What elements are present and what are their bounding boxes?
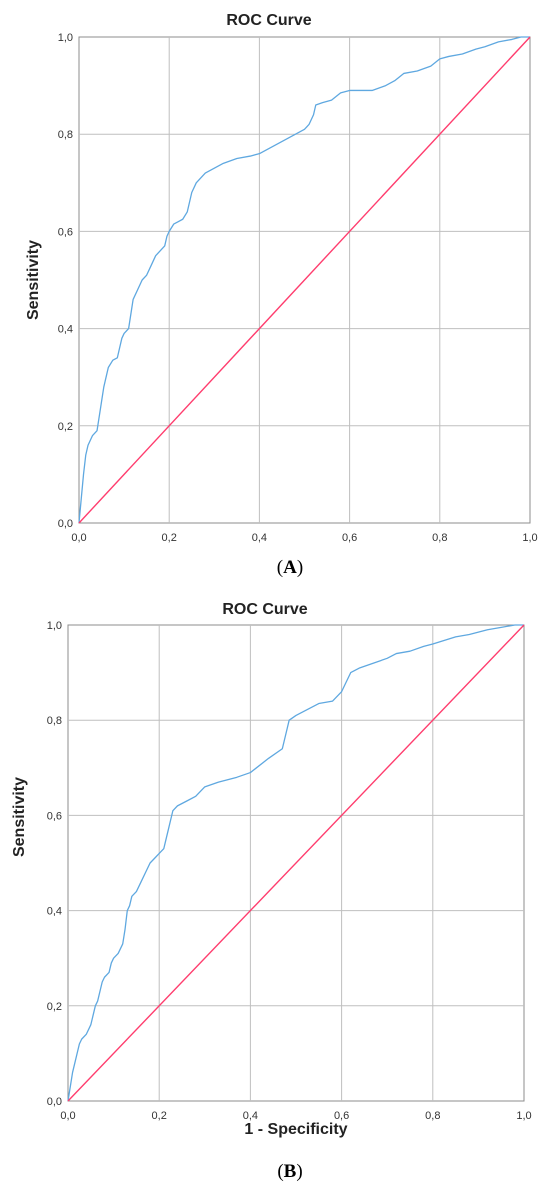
chart-b-x-tick-label: 1,0 <box>516 1110 531 1122</box>
chart-b-panel-label: (B) <box>277 1161 302 1182</box>
chart-b-roc-curve-line <box>67 624 524 1102</box>
chart-a-title: ROC Curve <box>226 12 311 29</box>
chart-b-panel-letter: B <box>284 1161 297 1182</box>
chart-a-y-tick-label: 0,6 <box>58 226 73 238</box>
chart-b-y-tick-label: 0,8 <box>47 715 62 727</box>
chart-a-x-tick-label: 0,0 <box>71 532 86 544</box>
chart-a-x-tick-label: 0,2 <box>162 532 177 544</box>
chart-b-x-tick-label: 0,6 <box>334 1110 349 1122</box>
chart-b-x-axis-label: 1 - Specificity <box>244 1121 347 1138</box>
chart-a-x-tick-label: 0,4 <box>252 532 267 544</box>
chart-b-x-tick-label: 0,2 <box>152 1110 167 1122</box>
chart-b-title: ROC Curve <box>222 601 307 618</box>
chart-b-x-tick-label: 0,8 <box>425 1110 440 1122</box>
chart-a-x-tick-label: 1,0 <box>522 532 537 544</box>
roc-chart-b: ROC Curve Sensitivity 0,0 0,2 0,4 0,6 0,8 1,0… <box>11 601 532 1182</box>
chart-a-panel-open: ( <box>277 557 283 578</box>
chart-a-roc-curve-line <box>78 36 530 524</box>
chart-a-y-tick-label: 0,2 <box>58 421 73 433</box>
chart-a-panel-label: (A) <box>277 557 303 578</box>
chart-a-panel-close: ) <box>297 557 303 578</box>
chart-b-x-tick-label: 0,4 <box>243 1110 258 1122</box>
chart-b-y-axis-label: Sensitivity <box>11 777 28 857</box>
chart-b-y-tick-label: 0,6 <box>47 810 62 822</box>
chart-a-y-tick-label: 0,4 <box>58 324 73 336</box>
chart-a-x-tick-label: 0,6 <box>342 532 357 544</box>
chart-b-y-tick-label: 0,0 <box>47 1096 62 1108</box>
roc-chart-a: ROC Curve Sensitivity 0,0 0,2 0,4 0,6 0,8 1,0… <box>25 12 538 578</box>
chart-b-panel-close: ) <box>296 1161 302 1182</box>
chart-a-reference-line <box>78 36 531 524</box>
chart-a-y-tick-label: 0,0 <box>58 518 73 530</box>
chart-b-plot-area <box>67 624 525 1102</box>
chart-b-y-tick-label: 0,2 <box>47 1001 62 1013</box>
chart-b-y-ticks: 0,0 0,2 0,4 0,6 0,8 1,0 <box>47 620 62 1108</box>
chart-a-x-ticks: 0,0 0,2 0,4 0,6 0,8 1,0 <box>71 532 537 544</box>
chart-a-y-tick-label: 1,0 <box>58 32 73 44</box>
chart-a-x-tick-label: 0,8 <box>432 532 447 544</box>
chart-a-panel-letter: A <box>283 557 297 578</box>
chart-a-y-axis-label: Sensitivity <box>25 240 42 320</box>
chart-b-y-tick-label: 1,0 <box>47 620 62 632</box>
chart-b-x-tick-label: 0,0 <box>60 1110 75 1122</box>
chart-b-x-ticks: 0,0 0,2 0,4 0,6 0,8 1,0 <box>60 1110 531 1122</box>
chart-b-y-tick-label: 0,4 <box>47 906 62 918</box>
chart-b-reference-line <box>67 624 525 1102</box>
chart-a-y-ticks: 0,0 0,2 0,4 0,6 0,8 1,0 <box>58 32 73 530</box>
chart-a-plot-area <box>78 36 531 524</box>
chart-a-y-tick-label: 0,8 <box>58 129 73 141</box>
chart-b-panel-open: ( <box>277 1161 283 1182</box>
